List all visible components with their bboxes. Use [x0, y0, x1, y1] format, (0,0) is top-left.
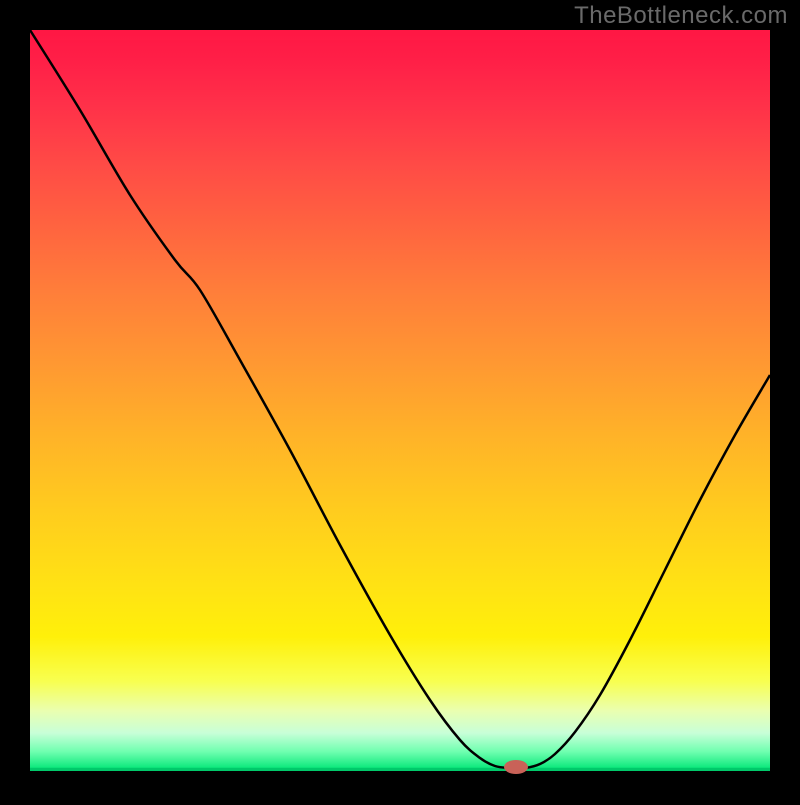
bottleneck-chart — [0, 0, 800, 800]
chart-svg — [0, 0, 800, 800]
plot-background — [30, 30, 770, 770]
watermark-label: TheBottleneck.com — [574, 2, 788, 30]
minimum-marker — [504, 760, 528, 774]
bottom-green-band — [30, 768, 770, 771]
